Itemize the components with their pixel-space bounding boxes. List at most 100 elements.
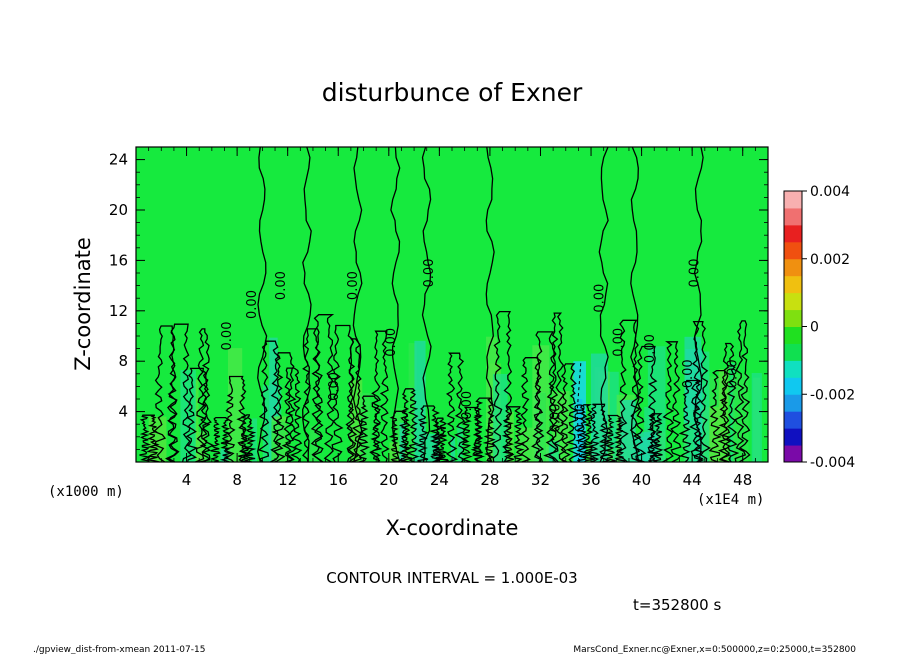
contour-line bbox=[485, 146, 495, 463]
colorbar-label: -0.002 bbox=[810, 387, 855, 403]
contour-label: 0.00 bbox=[725, 359, 740, 388]
x-scale-label: (x1E4 m) bbox=[697, 492, 764, 508]
time-text: t=352800 s bbox=[633, 596, 721, 614]
contour-line bbox=[445, 352, 468, 463]
contour-line bbox=[501, 406, 526, 463]
contour-label: 0.00 bbox=[548, 403, 563, 432]
contour-label: 0.00 bbox=[687, 259, 702, 288]
y-tick-label: 24 bbox=[109, 151, 128, 169]
contour-line bbox=[547, 312, 567, 463]
contour-line bbox=[708, 369, 732, 463]
contour-label: 0.00 bbox=[274, 271, 289, 300]
colorbar-label: 0.002 bbox=[810, 252, 850, 268]
contour-line bbox=[575, 404, 595, 463]
contour-labels: 0.00 0.00 0.00 0.00 0.00 0.00 0.00 0.00 0.00 0.00… bbox=[220, 259, 741, 433]
value-patch bbox=[751, 372, 762, 462]
contour-line bbox=[167, 323, 193, 463]
colorbar-label: 0 bbox=[810, 320, 819, 336]
x-tick-label: 28 bbox=[480, 471, 499, 489]
colorbar-label: -0.004 bbox=[810, 455, 855, 471]
contour-label: 0.00 bbox=[346, 271, 361, 300]
value-patch bbox=[350, 379, 363, 462]
y-axis-label: Z-coordinate bbox=[71, 237, 95, 371]
x-tick-label: 8 bbox=[232, 471, 242, 489]
contour-label: 0.00 bbox=[327, 372, 342, 401]
contour-line bbox=[281, 367, 303, 463]
value-patch bbox=[515, 427, 534, 462]
contour-line bbox=[734, 320, 751, 463]
y-axis-ticks: 4 8 12 16 20 24 bbox=[109, 151, 768, 450]
contour-line bbox=[632, 345, 660, 463]
contour-line bbox=[302, 146, 312, 463]
x-tick-label: 40 bbox=[632, 471, 651, 489]
contour-line bbox=[331, 324, 356, 463]
contour-line bbox=[533, 331, 558, 463]
value-patch bbox=[394, 408, 403, 462]
contour-line-negative bbox=[576, 361, 582, 463]
colorbar-swatch bbox=[784, 377, 802, 395]
chart-title: disturbunce of Exner bbox=[322, 78, 583, 107]
contour-line bbox=[223, 375, 249, 463]
colorbar-swatch bbox=[784, 309, 802, 327]
contour-line bbox=[491, 310, 515, 463]
contour-label: 0.00 bbox=[220, 322, 235, 351]
colorbar-swatch bbox=[784, 224, 802, 243]
colorbar-swatch bbox=[784, 445, 802, 463]
contour-line bbox=[630, 146, 640, 463]
value-patch bbox=[730, 362, 735, 462]
colorbar-swatch bbox=[784, 394, 802, 412]
value-patch bbox=[194, 379, 199, 462]
colorbar-swatch bbox=[784, 275, 802, 294]
contour-line bbox=[598, 146, 609, 463]
contour-line bbox=[185, 367, 211, 463]
contour-label: 0.00 bbox=[460, 391, 475, 420]
x-axis-label: X-coordinate bbox=[386, 516, 519, 540]
contour-line bbox=[369, 330, 390, 463]
y-tick-label: 16 bbox=[109, 251, 128, 269]
value-patch bbox=[698, 351, 710, 462]
contour-line bbox=[302, 328, 324, 463]
y-tick-label: 4 bbox=[118, 403, 128, 421]
colorbar-swatch bbox=[784, 191, 802, 209]
value-patch bbox=[197, 439, 203, 462]
contour-line bbox=[257, 146, 268, 463]
y-tick-label: 8 bbox=[118, 352, 128, 370]
value-patch bbox=[492, 373, 508, 462]
colorbar-swatch bbox=[784, 207, 802, 226]
footer-left: ./gpview_dist-from-xmean 2011-07-15 bbox=[33, 645, 205, 654]
value-patch bbox=[414, 340, 426, 462]
contour-interval-text: CONTOUR INTERVAL = 1.000E-03 bbox=[326, 569, 577, 587]
value-patch bbox=[540, 392, 546, 462]
value-patch bbox=[732, 374, 749, 462]
contour-line bbox=[471, 397, 496, 463]
value-patch bbox=[408, 343, 417, 462]
x-unit-label: (x1000 m) bbox=[48, 484, 124, 500]
value-patch bbox=[450, 436, 456, 462]
contour-line bbox=[397, 388, 420, 463]
contour-line bbox=[678, 379, 705, 463]
colorbar-swatch bbox=[784, 292, 802, 311]
contour-line bbox=[662, 341, 682, 463]
contour-line bbox=[357, 395, 383, 463]
contour-line bbox=[390, 146, 401, 463]
contour-line bbox=[646, 413, 664, 463]
x-tick-label: 36 bbox=[581, 471, 600, 489]
value-patch bbox=[399, 422, 405, 462]
contour-line bbox=[352, 146, 363, 463]
contour-line bbox=[560, 363, 581, 463]
colorbar-swatch bbox=[784, 258, 802, 277]
x-tick-label: 4 bbox=[182, 471, 192, 489]
contour-label: 0.00 bbox=[643, 334, 658, 363]
contour-label: 0.00 bbox=[593, 284, 608, 313]
x-tick-label: 20 bbox=[379, 471, 398, 489]
contour-line bbox=[430, 417, 450, 463]
contour-line bbox=[210, 416, 232, 463]
contour-line bbox=[519, 357, 544, 463]
contour-line bbox=[603, 414, 626, 463]
footer-right: MarsCond_Exner.nc@Exner,x=0:500000,z=0:2… bbox=[573, 645, 856, 654]
colorbar-label: 0.004 bbox=[810, 184, 850, 200]
colorbar-swatch bbox=[784, 428, 802, 446]
colorbar-labels: 0.004 0.002 0 -0.002 -0.004 bbox=[802, 184, 855, 471]
x-axis-ticks: 4 8 12 16 20 24 28 32 36 40 44 48 bbox=[148, 147, 756, 489]
